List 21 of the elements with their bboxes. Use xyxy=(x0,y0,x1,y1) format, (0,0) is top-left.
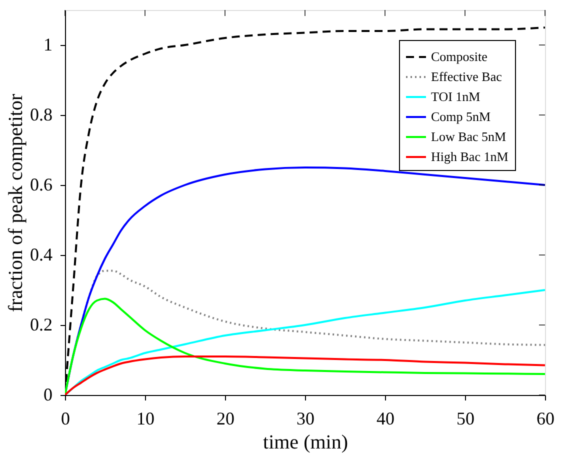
x-tick-label: 0 xyxy=(61,408,70,428)
legend-label: Low Bac 5nM xyxy=(431,129,507,144)
y-tick-label: 0.4 xyxy=(30,244,52,264)
y-tick-label: 1 xyxy=(44,34,52,54)
legend-label: TOI 1nM xyxy=(431,89,481,104)
legend-label: High Bac 1nM xyxy=(431,149,509,164)
y-axis-title: fraction of peak competitor xyxy=(5,94,27,312)
y-tick-label: 0.6 xyxy=(30,174,52,194)
legend-label: Comp 5nM xyxy=(431,109,492,124)
legend-label: Effective Bac xyxy=(431,69,502,84)
legend-label: Composite xyxy=(431,49,488,64)
y-tick-label: 0 xyxy=(44,384,52,404)
x-tick-label: 50 xyxy=(456,408,474,428)
x-axis-title: time (min) xyxy=(263,432,348,454)
y-tick-label: 0.2 xyxy=(30,314,52,334)
x-tick-label: 20 xyxy=(216,408,234,428)
x-tick-label: 10 xyxy=(136,408,154,428)
x-tick-label: 30 xyxy=(296,408,314,428)
x-tick-label: 40 xyxy=(376,408,394,428)
y-tick-label: 0.8 xyxy=(30,104,52,124)
x-tick-label: 60 xyxy=(536,408,554,428)
